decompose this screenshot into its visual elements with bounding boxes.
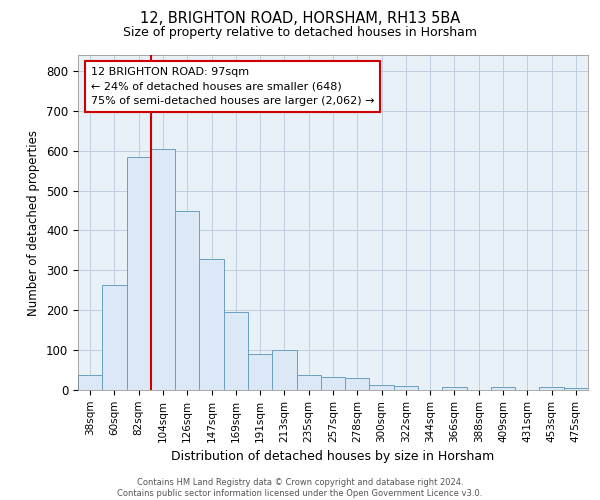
Bar: [199, 259, 224, 390]
Bar: [127, 156, 151, 390]
Bar: [296, 375, 321, 390]
Bar: [370, 385, 394, 390]
Bar: [248, 354, 272, 390]
Bar: [345, 378, 370, 390]
Y-axis label: Number of detached properties: Number of detached properties: [28, 130, 40, 316]
Text: Size of property relative to detached houses in Horsham: Size of property relative to detached ho…: [123, 26, 477, 39]
Bar: [224, 312, 248, 390]
Bar: [539, 387, 564, 390]
Bar: [272, 350, 296, 390]
Bar: [321, 377, 345, 390]
Bar: [491, 387, 515, 390]
Bar: [175, 210, 199, 390]
Text: 12, BRIGHTON ROAD, HORSHAM, RH13 5BA: 12, BRIGHTON ROAD, HORSHAM, RH13 5BA: [140, 11, 460, 26]
X-axis label: Distribution of detached houses by size in Horsham: Distribution of detached houses by size …: [172, 450, 494, 463]
Bar: [151, 148, 175, 390]
Bar: [78, 375, 102, 390]
Bar: [394, 386, 418, 390]
Bar: [564, 388, 588, 390]
Text: 12 BRIGHTON ROAD: 97sqm
← 24% of detached houses are smaller (648)
75% of semi-d: 12 BRIGHTON ROAD: 97sqm ← 24% of detache…: [91, 66, 374, 106]
Bar: [102, 284, 127, 390]
Bar: [442, 387, 467, 390]
Text: Contains HM Land Registry data © Crown copyright and database right 2024.
Contai: Contains HM Land Registry data © Crown c…: [118, 478, 482, 498]
